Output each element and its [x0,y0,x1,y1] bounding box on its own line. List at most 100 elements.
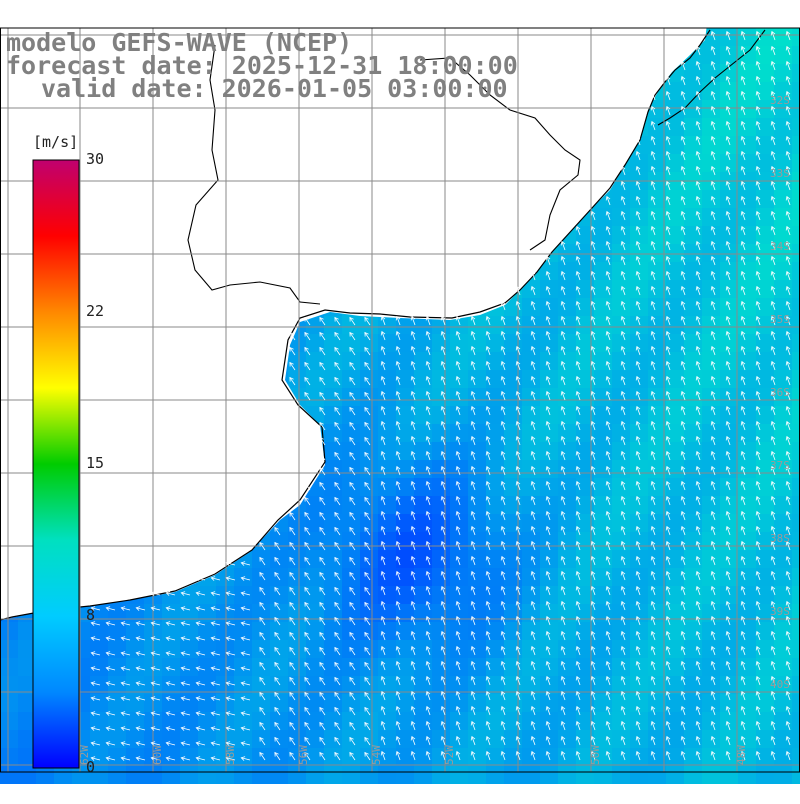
wind-arrow [785,195,791,206]
wind-arrow [575,600,581,611]
field-cell [792,460,800,478]
wind-arrow [319,496,326,506]
wind-arrow [710,750,716,761]
field-cell [756,28,774,46]
wind-arrow [334,646,341,656]
field-cell [666,604,684,622]
field-cell [414,460,432,478]
field-cell [756,136,774,154]
wind-arrow [605,540,611,551]
wind-arrow [725,435,731,446]
field-cell [630,640,648,658]
field-cell [702,424,720,442]
wind-arrow [620,450,626,461]
field-cell [720,694,738,712]
wind-arrow [485,660,491,671]
field-cell [612,298,630,316]
wind-arrow [319,346,326,356]
field-cell [792,748,800,766]
field-cell [342,748,360,766]
wind-arrow [770,390,776,401]
wind-arrow [135,666,146,671]
field-cell [702,406,720,424]
wind-arrow [785,630,791,641]
field-cell [414,766,432,784]
wind-arrow [620,465,626,476]
wind-arrow [500,705,506,716]
wind-arrow [710,705,716,716]
wind-arrow [289,706,296,716]
field-cell [396,496,414,514]
wind-arrow [455,450,461,461]
wind-arrow [440,480,446,491]
wind-arrow [725,45,731,56]
field-cell [432,550,450,568]
wind-arrow [680,225,686,236]
wind-arrow [334,736,341,746]
field-cell [558,316,576,334]
wind-arrow [455,345,461,356]
wind-arrow [225,726,236,731]
field-cell [558,658,576,676]
wind-arrow [650,600,656,611]
wind-arrow [334,346,341,356]
wind-arrow [225,606,236,611]
field-cell [756,208,774,226]
field-cell [702,640,720,658]
latitude-label: 38S [770,532,790,545]
wind-arrow [740,480,746,491]
field-cell [792,712,800,730]
wind-arrow [410,435,416,446]
wind-arrow [785,345,791,356]
colorbar-tick-22: 22 [86,302,105,320]
wind-arrow [725,600,731,611]
wind-arrow [635,150,641,161]
wind-arrow [590,600,596,611]
wind-arrow [180,726,191,731]
wind-arrow [349,331,356,341]
wind-arrow [650,585,656,596]
wind-arrow [515,585,521,596]
wind-arrow [635,180,641,191]
wind-arrow [695,750,701,761]
wind-arrow [740,60,746,71]
wind-arrow [755,240,761,251]
field-cell [324,676,342,694]
wind-arrow [304,316,311,326]
wind-arrow [425,720,431,731]
wind-arrow [650,525,656,536]
field-cell [684,550,702,568]
wind-arrow [695,195,701,206]
field-cell [702,658,720,676]
wind-arrow [304,616,311,626]
field-cell [180,748,198,766]
wind-arrow [364,421,371,431]
wind-arrow [364,376,371,386]
colorbar-tick-15: 15 [86,454,105,472]
field-cell [612,640,630,658]
wind-arrow [470,405,476,416]
wind-arrow [710,600,716,611]
wind-arrow [319,706,326,716]
wind-arrow [425,495,431,506]
wind-arrow [165,666,176,671]
wind-arrow [440,720,446,731]
wind-arrow [620,405,626,416]
wind-arrow [695,495,701,506]
wind-arrow [515,570,521,581]
wind-arrow [210,606,221,611]
wind-arrow [289,541,296,551]
wind-arrow [425,645,431,656]
field-cell [630,694,648,712]
wind-arrow [620,690,626,701]
field-cell [720,64,738,82]
field-cell [702,370,720,388]
wind-arrow [319,646,326,656]
wind-arrow [470,435,476,446]
field-cell [792,298,800,316]
wind-arrow [380,540,386,551]
field-cell [414,676,432,694]
wind-arrow [725,570,731,581]
wind-arrow [530,525,536,536]
field-cell [792,352,800,370]
